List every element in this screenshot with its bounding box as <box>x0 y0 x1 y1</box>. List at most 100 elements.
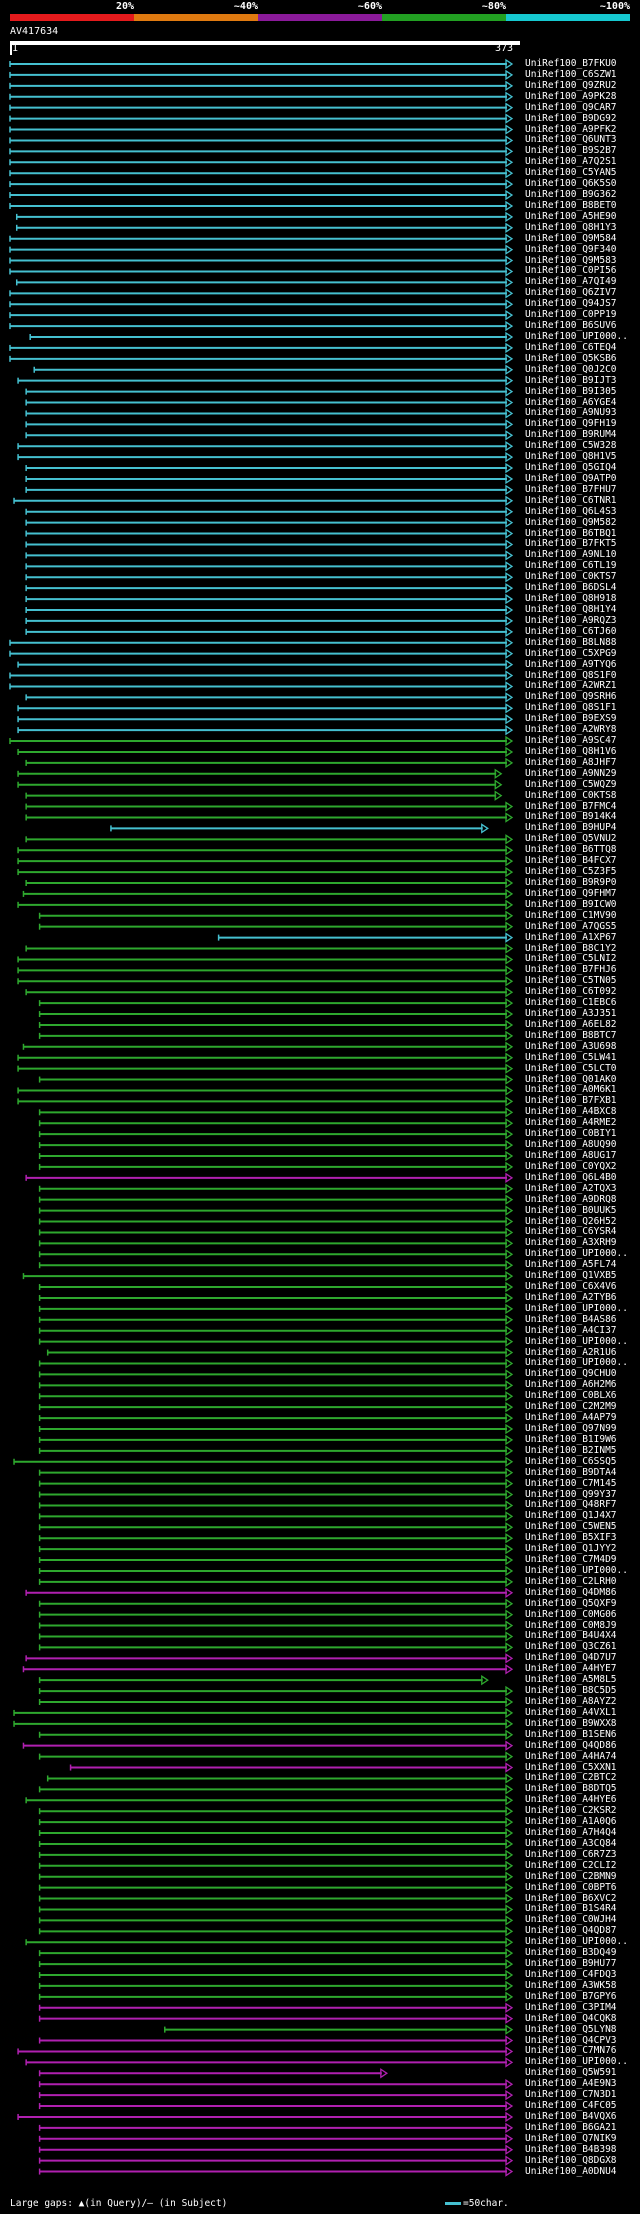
hit-row[interactable] <box>38 1729 514 1740</box>
hit-label[interactable]: UniRef100_B7FMC4 <box>525 800 617 812</box>
hit-row[interactable] <box>25 801 514 812</box>
hit-label[interactable]: UniRef100_A4HYE7 <box>525 1663 617 1675</box>
hit-row[interactable] <box>22 1740 514 1751</box>
hit-label[interactable]: UniRef100_Q6ZIV7 <box>525 287 617 299</box>
hit-row[interactable] <box>9 200 514 212</box>
hit-row[interactable] <box>38 1947 514 1959</box>
hit-row[interactable] <box>25 1587 514 1599</box>
hit-label[interactable]: UniRef100_A5FL74 <box>525 1259 617 1271</box>
hit-row[interactable] <box>38 2078 514 2090</box>
hit-row[interactable] <box>38 1314 514 1326</box>
hit-label[interactable]: UniRef100_A1A0Q6 <box>525 1816 617 1828</box>
hit-row[interactable] <box>25 430 514 441</box>
hit-row[interactable] <box>9 80 514 92</box>
hit-label[interactable]: UniRef100_Q8H1Y3 <box>525 221 617 233</box>
hit-label[interactable]: UniRef100_Q5GIQ4 <box>525 462 617 474</box>
hit-label[interactable]: UniRef100_C7M145 <box>525 1477 617 1489</box>
hit-row[interactable] <box>17 440 514 452</box>
hit-row[interactable] <box>38 1238 514 1249</box>
hit-row[interactable] <box>38 1303 514 1315</box>
hit-label[interactable]: UniRef100_B9IJT3 <box>525 374 617 386</box>
hit-label[interactable]: UniRef100_C4FDQ3 <box>525 1969 617 1980</box>
hit-label[interactable]: UniRef100_B0UUK5 <box>525 1204 617 1216</box>
hit-label[interactable]: UniRef100_A9NU93 <box>525 407 617 419</box>
hit-row[interactable] <box>9 102 514 113</box>
hit-label[interactable]: UniRef100_C5XPG9 <box>525 647 617 659</box>
hit-row[interactable] <box>17 1096 514 1107</box>
hit-label[interactable]: UniRef100_Q9SRH6 <box>525 691 617 703</box>
hit-label[interactable]: UniRef100_A0DNU4 <box>525 2165 617 2177</box>
hit-label[interactable]: UniRef100_Q4QD86 <box>525 1739 617 1751</box>
hit-row[interactable] <box>38 1183 514 1194</box>
hit-label[interactable]: UniRef100_C6T092 <box>525 986 617 998</box>
hit-label[interactable]: UniRef100_C2BTC2 <box>525 1772 617 1784</box>
hit-label[interactable]: UniRef100_UPI000.. <box>525 1302 628 1314</box>
hit-row[interactable] <box>38 2089 514 2101</box>
hit-label[interactable]: UniRef100_C5W328 <box>525 440 617 452</box>
hit-row[interactable] <box>25 986 514 998</box>
hit-row[interactable] <box>38 2068 389 2079</box>
hit-label[interactable]: UniRef100_C0BPT6 <box>525 1881 617 1893</box>
hit-label[interactable]: UniRef100_Q6UNT3 <box>525 134 617 146</box>
hit-row[interactable] <box>38 1281 514 1293</box>
hit-row[interactable] <box>38 1227 514 1238</box>
hit-label[interactable]: UniRef100_Q9M582 <box>525 516 617 528</box>
hit-label[interactable]: UniRef100_C1MV90 <box>525 909 617 921</box>
hit-label[interactable]: UniRef100_B6GA21 <box>525 2121 617 2133</box>
hit-row[interactable] <box>25 539 514 550</box>
hit-row[interactable] <box>17 746 514 758</box>
hit-label[interactable]: UniRef100_Q9F340 <box>525 243 617 255</box>
hit-label[interactable]: UniRef100_UPI000.. <box>525 2056 628 2068</box>
hit-row[interactable] <box>9 353 514 365</box>
hit-row[interactable] <box>9 157 514 168</box>
hit-label[interactable]: UniRef100_A4CI37 <box>525 1324 617 1336</box>
hit-label[interactable]: UniRef100_A2WRZ1 <box>525 680 617 692</box>
hit-label[interactable]: UniRef100_A4RME2 <box>525 1117 617 1129</box>
hit-row[interactable] <box>38 1423 514 1435</box>
hit-row[interactable] <box>38 997 514 1009</box>
hit-label[interactable]: UniRef100_Q26H52 <box>525 1215 617 1227</box>
hit-label[interactable]: UniRef100_A9NL10 <box>525 549 617 561</box>
hit-label[interactable]: UniRef100_C7M4D9 <box>525 1554 617 1566</box>
hit-row[interactable] <box>9 681 514 692</box>
hit-row[interactable] <box>25 943 514 954</box>
hit-label[interactable]: UniRef100_C6SSQ5 <box>525 1455 617 1467</box>
hit-row[interactable] <box>38 1685 514 1697</box>
hit-row[interactable] <box>38 1816 514 1828</box>
hit-row[interactable] <box>25 626 514 638</box>
hit-row[interactable] <box>38 1915 514 1926</box>
hit-label[interactable]: UniRef100_UPI000.. <box>525 1357 628 1369</box>
hit-row[interactable] <box>13 495 514 507</box>
hit-row[interactable] <box>17 855 514 867</box>
hit-label[interactable]: UniRef100_A6EL82 <box>525 1018 617 1030</box>
hit-row[interactable] <box>25 408 514 419</box>
hit-label[interactable]: UniRef100_B6TTQ8 <box>525 844 617 856</box>
hit-label[interactable]: UniRef100_A3WK58 <box>525 1979 617 1991</box>
hit-label[interactable]: UniRef100_Q1JYY2 <box>525 1543 617 1555</box>
hit-row[interactable] <box>38 1467 514 1478</box>
hit-row[interactable] <box>9 266 514 277</box>
hit-row[interactable] <box>9 189 514 201</box>
hit-row[interactable] <box>9 320 514 332</box>
hit-label[interactable]: UniRef100_Q1VXB5 <box>525 1270 617 1282</box>
hit-label[interactable]: UniRef100_C0PP19 <box>525 309 617 321</box>
hit-label[interactable]: UniRef100_C4FC05 <box>525 2100 617 2112</box>
hit-label[interactable]: UniRef100_Q7NIK9 <box>525 2132 617 2144</box>
hit-row[interactable] <box>38 1860 514 1872</box>
hit-row[interactable] <box>17 768 503 780</box>
hit-label[interactable]: UniRef100_A4BXC8 <box>525 1106 617 1118</box>
hit-label[interactable]: UniRef100_Q6L4B0 <box>525 1171 617 1183</box>
hit-label[interactable]: UniRef100_Q4CQK8 <box>525 2012 617 2024</box>
hit-label[interactable]: UniRef100_C2LRH0 <box>525 1575 617 1587</box>
hit-label[interactable]: UniRef100_A2WRY8 <box>525 724 617 736</box>
hit-label[interactable]: UniRef100_B1I9W6 <box>525 1433 617 1445</box>
hit-label[interactable]: UniRef100_Q8S1F0 <box>525 669 617 681</box>
hit-label[interactable]: UniRef100_B9I305 <box>525 385 617 397</box>
hit-label[interactable]: UniRef100_A3J351 <box>525 1008 617 1020</box>
hit-label[interactable]: UniRef100_B7FKT5 <box>525 538 617 550</box>
hit-label[interactable]: UniRef100_A8AYZ2 <box>525 1696 617 1707</box>
hit-label[interactable]: UniRef100_Q8H1Y4 <box>525 604 617 615</box>
hit-row[interactable] <box>46 1347 514 1358</box>
hit-row[interactable] <box>25 604 514 616</box>
hit-label[interactable]: UniRef100_A4HA74 <box>525 1750 617 1762</box>
